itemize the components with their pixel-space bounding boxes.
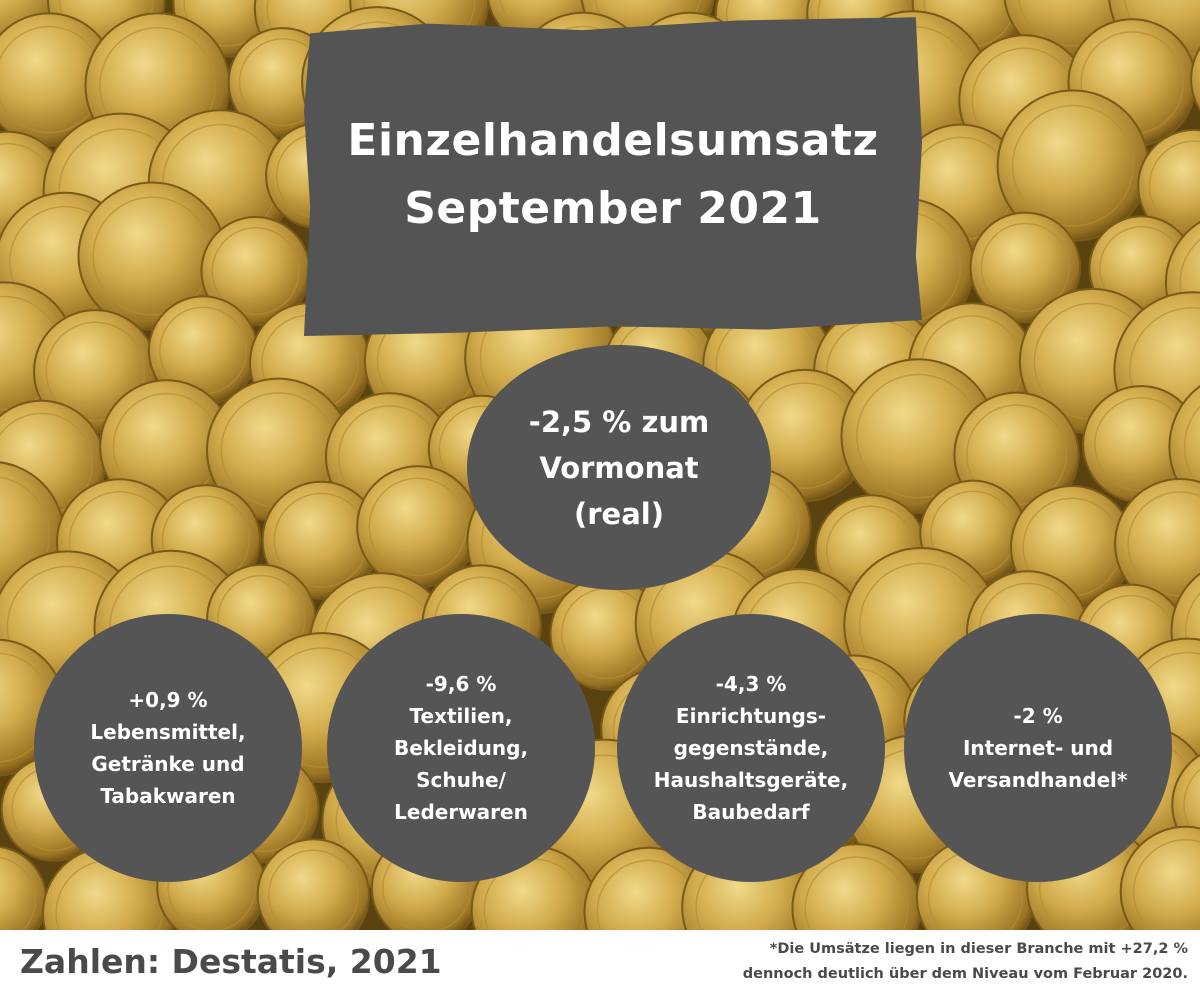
- footer-bar: Zahlen: Destatis, 2021 *Die Umsätze lieg…: [0, 930, 1200, 1000]
- category-bubble-furnishings: -4,3 % Einrichtungs- gegenstände, Hausha…: [617, 614, 885, 882]
- category-label: Baubedarf: [692, 800, 810, 824]
- category-label: Lebensmittel,: [90, 720, 246, 744]
- category-label: Schuhe/: [416, 768, 506, 792]
- coin-rim: [45, 321, 146, 422]
- footnote-line-2: dennoch deutlich über dem Niveau vom Feb…: [742, 966, 1188, 982]
- coin-rim: [0, 856, 37, 930]
- category-label: gegenstände,: [673, 736, 829, 760]
- title-banner: Einzelhandelsumsatz September 2021: [304, 17, 922, 336]
- coin: [1190, 46, 1200, 112]
- category-label: Versandhandel*: [948, 768, 1128, 792]
- category-label: Internet- und: [962, 736, 1114, 760]
- category-bubble-textiles: -9,6 % Textilien, Bekleidung, Schuhe/ Le…: [327, 614, 595, 882]
- footnote: *Die Umsätze liegen in dieser Branche mi…: [743, 937, 1188, 987]
- headline-line-3: (real): [574, 496, 664, 531]
- coin-rim: [0, 476, 51, 595]
- category-bubble-online: -2 % Internet- und Versandhandel*: [904, 614, 1172, 882]
- title-line-2: September 2021: [404, 183, 822, 234]
- coin-rim: [1017, 0, 1129, 47]
- headline-line-2: Vormonat: [539, 450, 699, 485]
- category-value: -4,3 %: [715, 672, 787, 696]
- source-credit: Zahlen: Destatis, 2021: [20, 942, 442, 981]
- category-bubble-food: +0,9 % Lebensmittel, Getränke und Tabakw…: [34, 614, 302, 882]
- footnote-line-1: *Die Umsätze liegen in dieser Branche mi…: [769, 941, 1188, 957]
- category-label: Einrichtungs-: [675, 704, 827, 728]
- coin-rim: [804, 856, 909, 930]
- coin-rim: [1132, 839, 1200, 930]
- coin-rim: [1011, 104, 1134, 227]
- coin-rim: [211, 227, 300, 316]
- coin-rim: [1184, 591, 1200, 670]
- title-line-1: Einzelhandelsumsatz: [347, 115, 879, 166]
- coin: [1119, 825, 1200, 930]
- coin-rim: [1183, 768, 1200, 841]
- category-label: Bekleidung,: [393, 736, 529, 760]
- coin: [969, 211, 1082, 324]
- coin: [256, 838, 371, 930]
- category-label: Getränke und: [91, 752, 245, 776]
- coin-rim: [1179, 238, 1200, 328]
- category-value: +0,9 %: [128, 688, 208, 712]
- headline-line-1: -2,5 % zum: [528, 404, 710, 439]
- coin-rim: [368, 477, 468, 577]
- coin-rim: [268, 849, 359, 930]
- category-value: -9,6 %: [425, 672, 497, 696]
- category-label: Tabakwaren: [100, 784, 236, 808]
- coin-rim: [1183, 405, 1200, 489]
- category-label: Haushaltsgeräte,: [653, 768, 849, 792]
- category-label: Lederwaren: [394, 800, 528, 824]
- category-label: Textilien,: [409, 704, 513, 728]
- coin-rim: [980, 222, 1070, 313]
- headline-bubble: -2,5 % zum Vormonat (real): [467, 345, 771, 590]
- category-value: -2 %: [1013, 704, 1063, 728]
